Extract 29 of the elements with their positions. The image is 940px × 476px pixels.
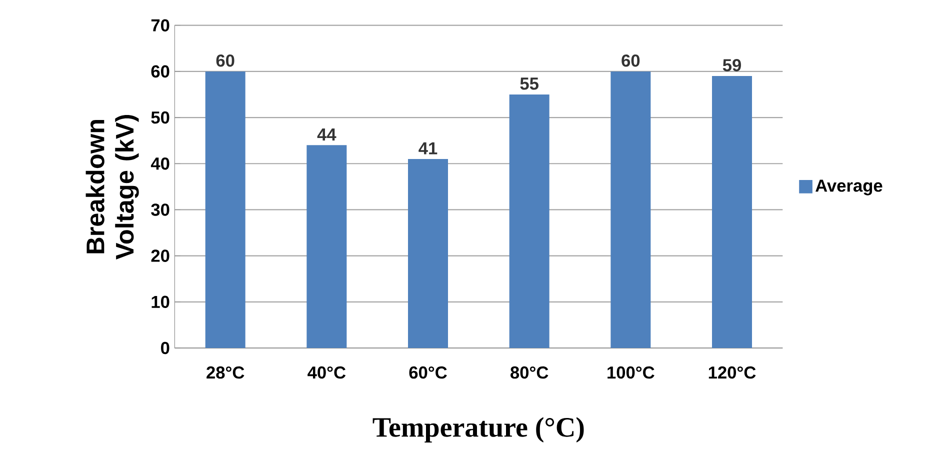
x-tick-label: 60°C xyxy=(409,366,447,379)
y-tick-label: 50 xyxy=(151,111,170,124)
data-label: 60 xyxy=(622,54,640,67)
y-tick-label: 0 xyxy=(161,342,170,354)
y-tick-label: 20 xyxy=(151,250,170,262)
x-tick-label: 100°C xyxy=(608,366,654,379)
data-label: 44 xyxy=(317,128,336,140)
y-tick-label: 60 xyxy=(151,65,170,78)
y-tick-label: 30 xyxy=(151,204,170,216)
x-tick-label: 80°C xyxy=(510,366,548,379)
y-axis-title: Breakdown Voltage (kV) xyxy=(86,114,139,260)
data-label: 59 xyxy=(722,59,741,72)
x-tick-label: 28°C xyxy=(206,366,244,379)
x-tick-label: 120°C xyxy=(708,366,756,379)
bar xyxy=(205,71,246,348)
bar xyxy=(712,76,752,348)
bar xyxy=(610,71,651,348)
data-label: 41 xyxy=(418,142,438,154)
y-tick-label: 70 xyxy=(151,19,170,32)
x-tick-label: 40°C xyxy=(308,366,346,379)
bar xyxy=(509,94,550,348)
bar xyxy=(408,159,448,348)
bar xyxy=(306,145,347,348)
y-tick-label: 10 xyxy=(152,296,170,308)
x-axis-title: Temperature (°C) xyxy=(372,417,584,443)
data-label: 55 xyxy=(520,78,538,90)
y-tick-label: 40 xyxy=(150,157,170,170)
data-label: 60 xyxy=(216,54,234,67)
legend-label: Average xyxy=(816,180,882,196)
